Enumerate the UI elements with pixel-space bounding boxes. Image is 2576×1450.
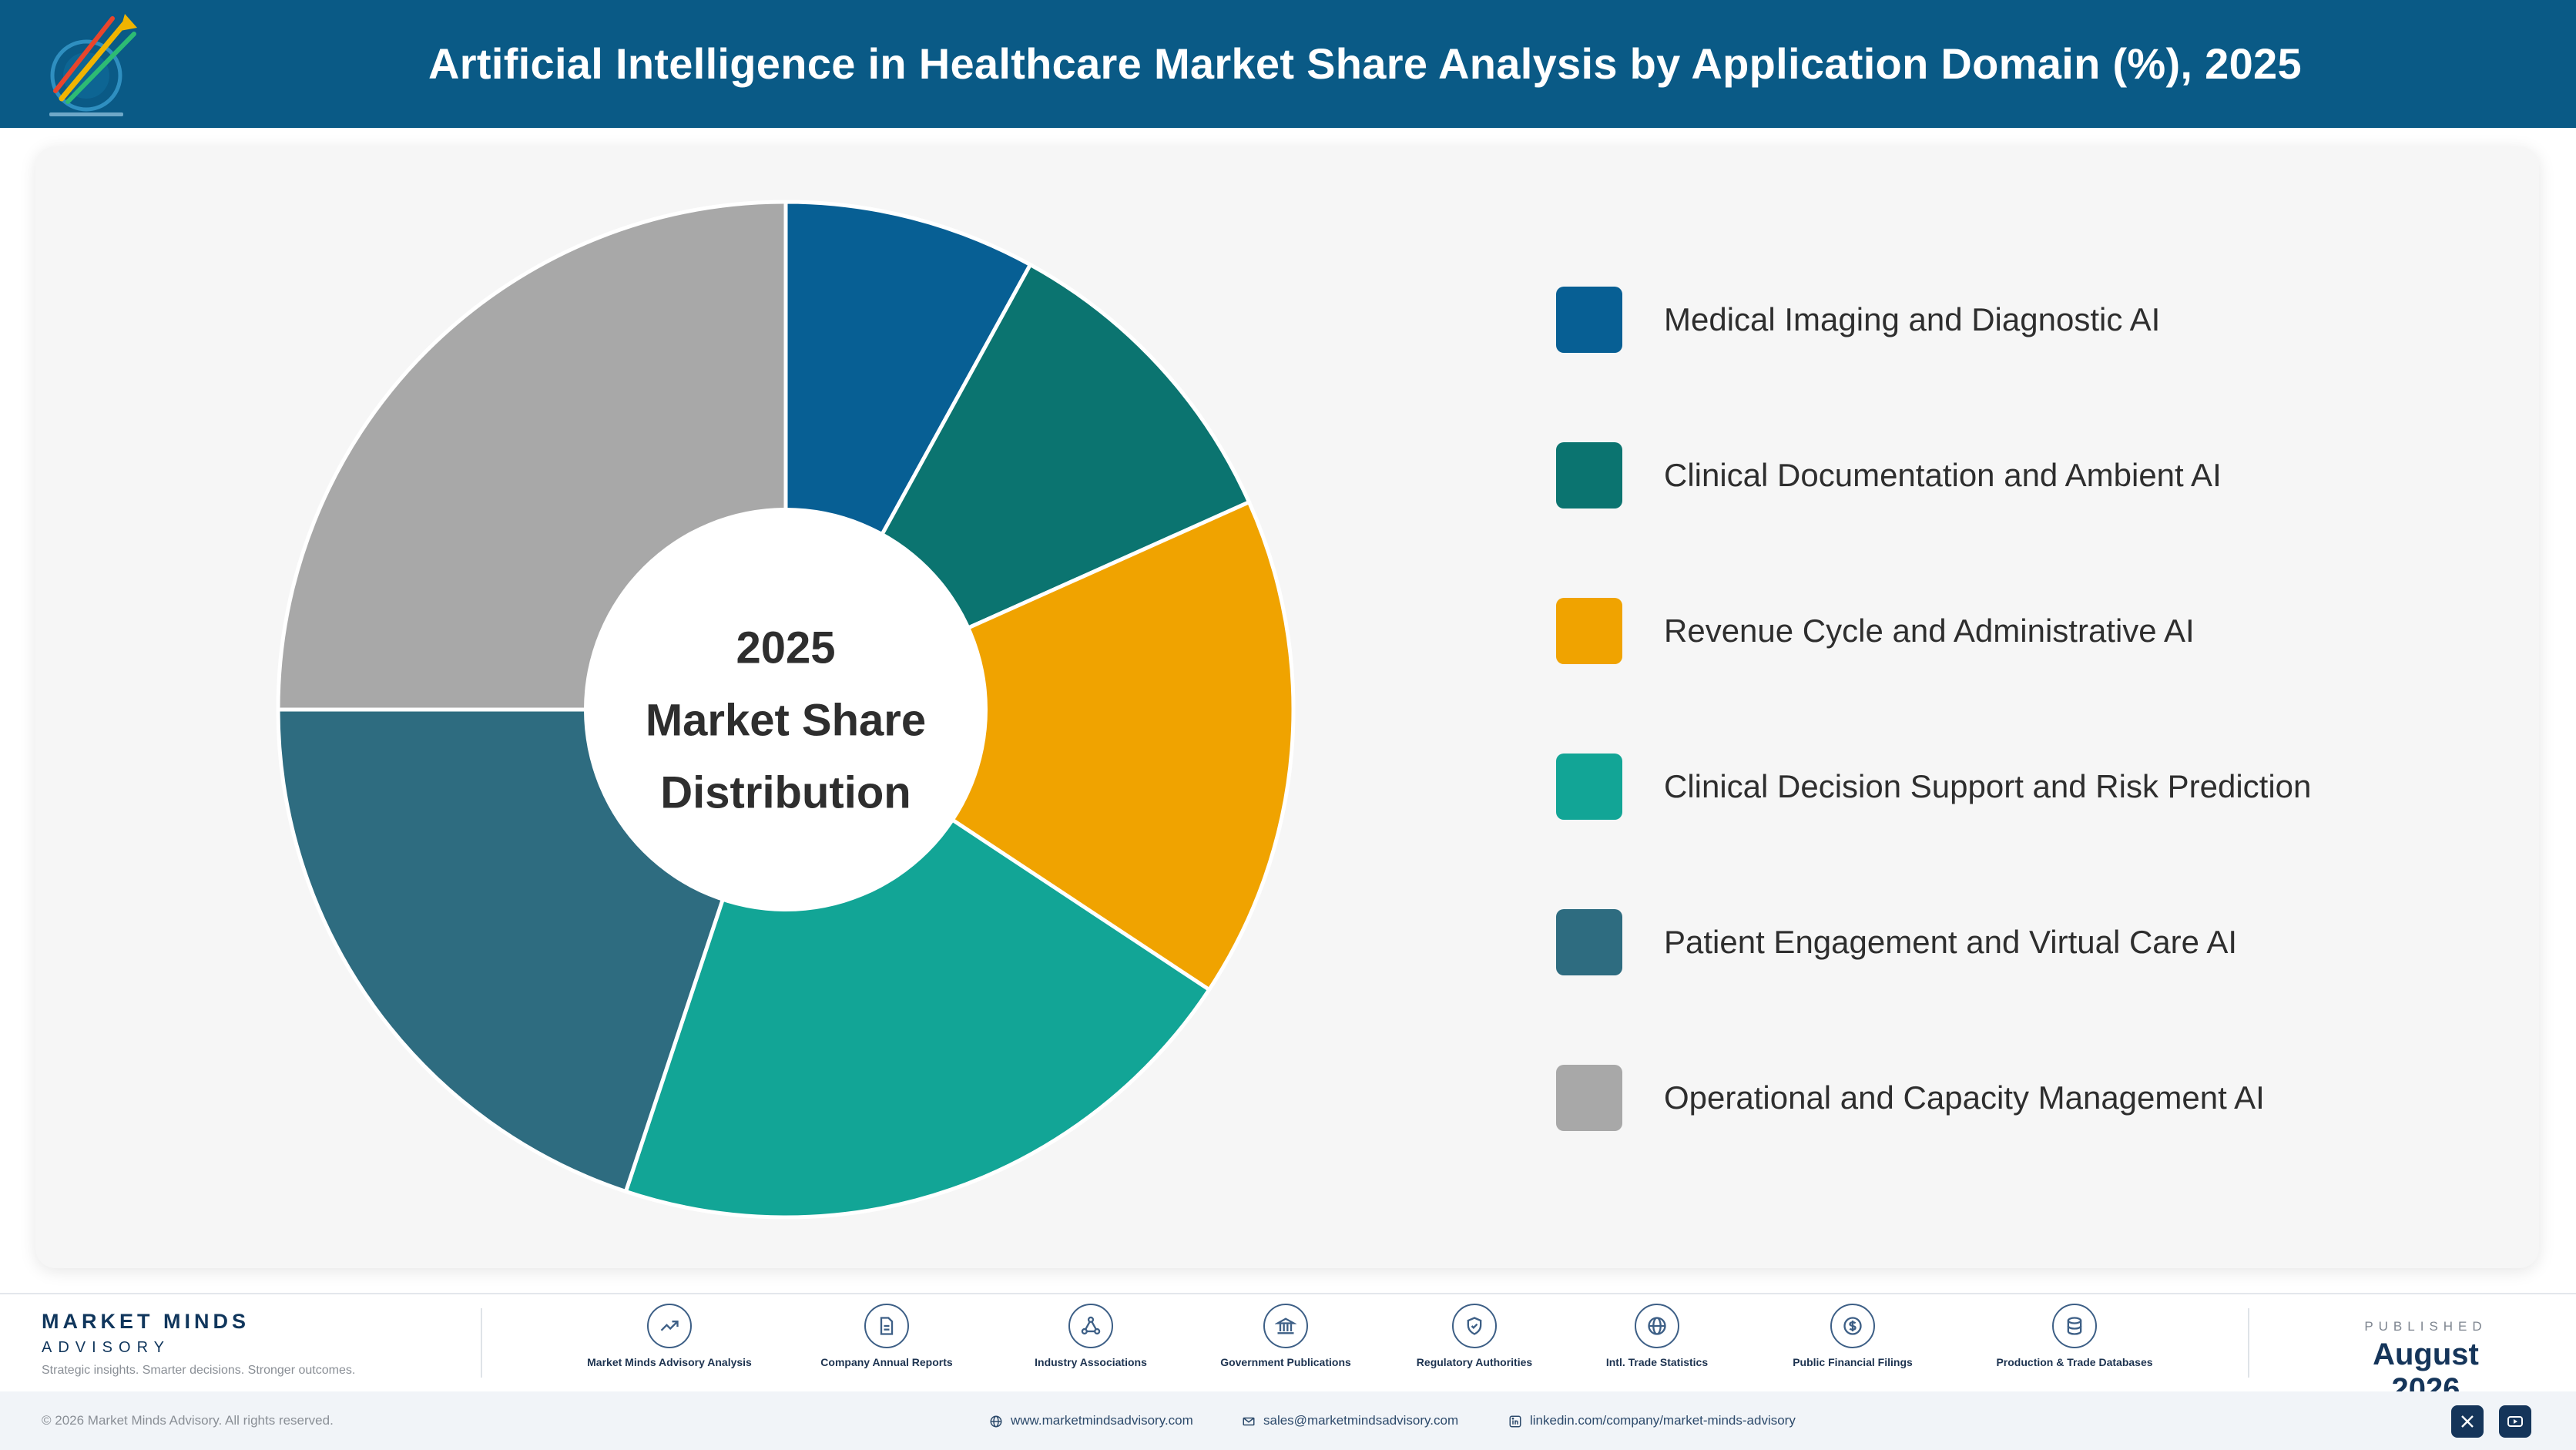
source-financial-filings: Public Financial Filings [1768, 1304, 1937, 1369]
footer-divider [481, 1308, 482, 1378]
source-label: Public Financial Filings [1793, 1356, 1913, 1368]
copyright-text: © 2026 Market Minds Advisory. All rights… [42, 1413, 334, 1428]
legend-label: Operational and Capacity Management AI [1664, 1079, 2265, 1116]
header-bar: Artificial Intelligence in Healthcare Ma… [0, 0, 2576, 128]
youtube-icon [2507, 1416, 2523, 1427]
mail-icon [1243, 1417, 1255, 1425]
legend-swatch [1556, 754, 1622, 820]
source-label: Company Annual Reports [820, 1356, 953, 1368]
linkedin-icon [1509, 1415, 1521, 1428]
donut-center-text: Market Share [646, 695, 926, 745]
government-building-icon [1263, 1304, 1308, 1348]
pie-slice-3 [781, 499, 1296, 992]
page-title: Artificial Intelligence in Healthcare Ma… [428, 39, 2302, 88]
website-text: www.marketmindsadvisory.com [1011, 1413, 1193, 1428]
donut-center-text: 2025 [736, 623, 835, 673]
source-label: Production & Trade Databases [1996, 1356, 2153, 1368]
source-trade-databases: Production & Trade Databases [1990, 1304, 2159, 1369]
website-link[interactable]: www.marketmindsadvisory.com [989, 1391, 1193, 1450]
source-regulatory-authorities: Regulatory Authorities [1390, 1304, 1559, 1369]
globe-icon [1635, 1304, 1679, 1348]
source-label: Government Publications [1220, 1356, 1351, 1368]
legend-label: Medical Imaging and Diagnostic AI [1664, 301, 2161, 337]
legend-label: Clinical Decision Support and Risk Predi… [1664, 768, 2312, 804]
globe-icon [990, 1415, 1002, 1428]
x-social-button[interactable] [2451, 1405, 2484, 1438]
brand-tagline: Strategic insights. Smarter decisions. S… [42, 1364, 356, 1377]
email-text: sales@marketmindsadvisory.com [1263, 1413, 1459, 1428]
linkedin-text: linkedin.com/company/market-minds-adviso… [1530, 1413, 1796, 1428]
email-link[interactable]: sales@marketmindsadvisory.com [1242, 1391, 1458, 1450]
source-company-reports: Company Annual Reports [802, 1304, 971, 1369]
company-logo [49, 14, 137, 116]
legend-swatch [1556, 1065, 1622, 1131]
source-label: Intl. Trade Statistics [1605, 1356, 1709, 1368]
source-government-publications: Government Publications [1201, 1304, 1370, 1369]
linkedin-link[interactable]: linkedin.com/company/market-minds-adviso… [1508, 1391, 1796, 1450]
bottom-bar: © 2026 Market Minds Advisory. All rights… [0, 1391, 2576, 1450]
network-icon [1068, 1304, 1113, 1348]
legend-label: Patient Engagement and Virtual Care AI [1664, 924, 2238, 960]
legend-swatch [1556, 909, 1622, 975]
source-label: Market Minds Advisory Analysis [587, 1356, 752, 1368]
youtube-social-button[interactable] [2499, 1405, 2531, 1438]
source-industry-associations: Industry Associations [1006, 1304, 1176, 1369]
trend-chart-icon [647, 1304, 692, 1348]
source-trade-statistics: Intl. Trade Statistics [1572, 1304, 1742, 1369]
legend-swatch [1556, 598, 1622, 664]
legend-swatch [1556, 442, 1622, 509]
database-icon [2052, 1304, 2097, 1348]
source-market-minds-analysis: Market Minds Advisory Analysis [585, 1304, 754, 1369]
document-icon [864, 1304, 909, 1348]
dollar-coin-icon [1830, 1304, 1875, 1348]
donut-hole [584, 508, 988, 911]
legend-label: Clinical Documentation and Ambient AI [1664, 457, 2222, 493]
legend-swatch [1556, 287, 1622, 353]
footer: MARKET MINDS ADVISORY Strategic insights… [0, 1293, 2576, 1406]
footer-divider [2248, 1308, 2249, 1378]
x-icon [2461, 1415, 2474, 1428]
source-label: Regulatory Authorities [1416, 1356, 1533, 1368]
donut-center-text: Distribution [660, 767, 911, 817]
brand-subtitle: ADVISORY [42, 1339, 170, 1356]
source-label: Industry Associations [1035, 1356, 1147, 1368]
legend-label: Revenue Cycle and Administrative AI [1664, 613, 2195, 649]
brand-name: MARKET MINDS [42, 1310, 250, 1333]
published-label: PUBLISHED [2364, 1319, 2487, 1334]
shield-check-icon [1452, 1304, 1497, 1348]
